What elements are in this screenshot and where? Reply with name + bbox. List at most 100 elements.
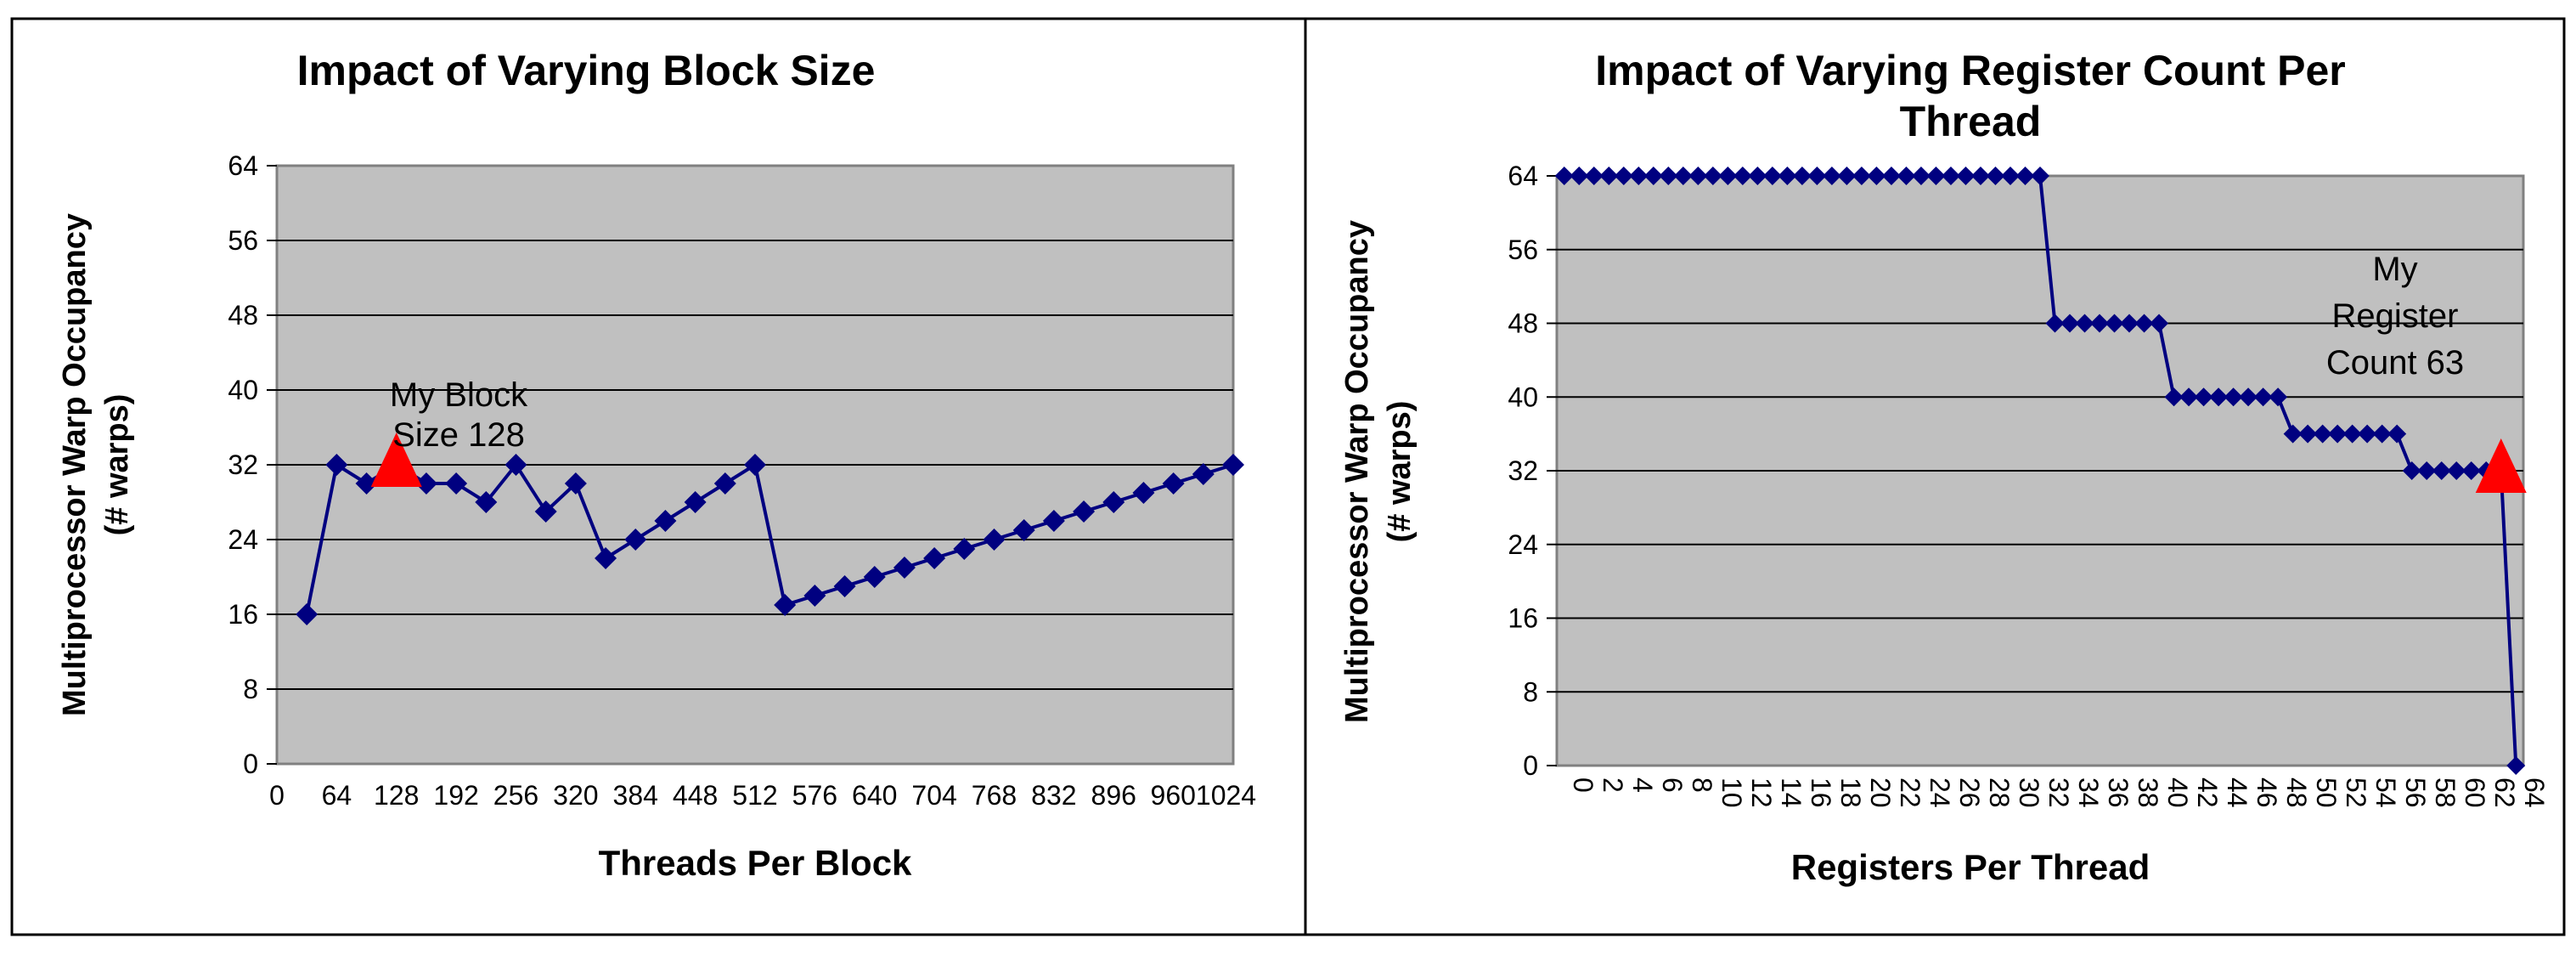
data-point-marker [2090,314,2110,333]
data-point-marker [2372,424,2392,444]
x-tick-label: 0 [1568,777,1598,793]
data-point-marker [2150,314,2169,333]
data-point-marker [2342,424,2362,444]
data-point-marker [2120,314,2139,333]
data-point-marker [2075,314,2094,333]
chart-title-line-1: Impact of Varying Register Count Per [1595,47,2346,94]
x-tick-label: 18 [1835,777,1866,808]
data-point-marker [744,454,766,476]
x-tick-label: 30 [2014,777,2044,808]
y-tick-label: 0 [243,749,258,779]
x-tick-label: 768 [972,780,1017,811]
y-tick-labels: 0 8 16 24 32 40 48 56 64 [228,150,258,779]
data-point-marker [1162,472,1185,495]
x-tick-label: 8 [1687,777,1717,793]
y-tick-label: 0 [1523,750,1538,781]
data-point-marker [2031,167,2049,185]
data-point-marker [2253,387,2273,407]
x-tick-label: 26 [1954,777,1985,808]
x-tick-label: 192 [433,780,478,811]
x-tick-label: 24 [1925,777,1955,808]
x-tick-label: 28 [1984,777,2015,808]
y-tick-label: 8 [243,674,258,704]
x-tick-label: 12 [1746,777,1777,808]
data-point-marker [445,472,468,495]
data-point-marker [2179,387,2199,407]
x-tick-label: 54 [2370,777,2401,808]
x-tick-label: 9601024 [1151,780,1257,811]
data-point-marker [2060,314,2080,333]
y-axis-title-line-1: Multiprocessor Warp Occupancy [1339,220,1375,723]
y-tick-label: 64 [1508,161,1538,191]
x-tick-label: 50 [2311,777,2342,808]
data-point-marker [1554,167,1574,185]
data-point-marker [2045,314,2065,333]
data-point-marker [1073,500,1096,523]
data-point-marker [475,491,498,513]
data-point-marker [1132,482,1155,504]
x-tick-label: 40 [2162,777,2193,808]
annotation-line-2: Register [2332,297,2459,335]
x-tick-label: 704 [911,780,956,811]
data-point-marker [923,547,946,569]
annotation-line-1: My [2372,251,2417,288]
x-tick-label: 512 [732,780,777,811]
y-tick-label: 16 [228,599,258,630]
data-point-marker [1867,167,1886,185]
data-point-marker [2269,387,2288,407]
gridlines [267,165,1233,765]
data-point-marker [1733,167,1752,185]
x-axis-title: Threads Per Block [599,843,912,883]
data-point-marker [2105,314,2124,333]
gridlines [1547,175,2523,766]
x-tick-label: 6 [1657,777,1688,793]
y-tick-label: 40 [1508,382,1538,412]
x-tick-label: 896 [1091,780,1136,811]
data-point-marker [355,472,378,495]
data-point-marker [564,472,587,495]
data-point-marker [2506,756,2526,775]
x-tick-label: 448 [673,780,718,811]
x-tick-label: 128 [374,780,419,811]
data-point-marker [2194,387,2213,407]
data-point-marker [504,454,527,476]
x-tick-label: 58 [2430,777,2460,808]
x-tick-label: 38 [2133,777,2163,808]
data-point-marker [1852,167,1871,185]
data-point-marker [1688,167,1708,185]
annotation-line-1: My Block [390,376,528,414]
data-point-marker [2298,424,2318,444]
x-tick-label: 42 [2192,777,2223,808]
x-tick-label: 34 [2073,777,2104,808]
data-point-marker [296,603,318,625]
x-tick-label: 64 [2519,777,2550,808]
y-tick-label: 48 [1508,308,1538,339]
data-point-marker [863,566,886,588]
data-point-marker [595,547,617,569]
data-point-marker [1778,167,1797,185]
data-point-marker [624,529,647,551]
x-tick-label: 46 [2252,777,2282,808]
x-tick-label: 48 [2281,777,2312,808]
data-point-marker [1584,167,1604,185]
data-point-marker [1762,167,1782,185]
data-point-marker [534,500,557,523]
y-axis-title-line-1: Multiprocessor Warp Occupancy [57,213,93,716]
y-tick-label: 16 [1508,603,1538,634]
data-point-marker [1897,167,1916,185]
data-point-marker [1941,167,1960,185]
data-point-marker [2164,387,2184,407]
y-axis-title: Multiprocessor Warp Occupancy (# warps) [57,213,135,716]
data-point-marker [1614,167,1633,185]
data-point-marker [1643,167,1663,185]
x-tick-label: 56 [2400,777,2431,808]
data-point-marker [1673,167,1693,185]
x-tick-label: 32 [2043,777,2074,808]
data-point-marker [1703,167,1722,185]
data-point-marker [803,585,826,607]
data-point-marker [1222,454,1244,476]
x-tick-label: 52 [2341,777,2371,808]
x-tick-label: 4 [1627,777,1658,793]
y-tick-label: 48 [228,300,258,331]
